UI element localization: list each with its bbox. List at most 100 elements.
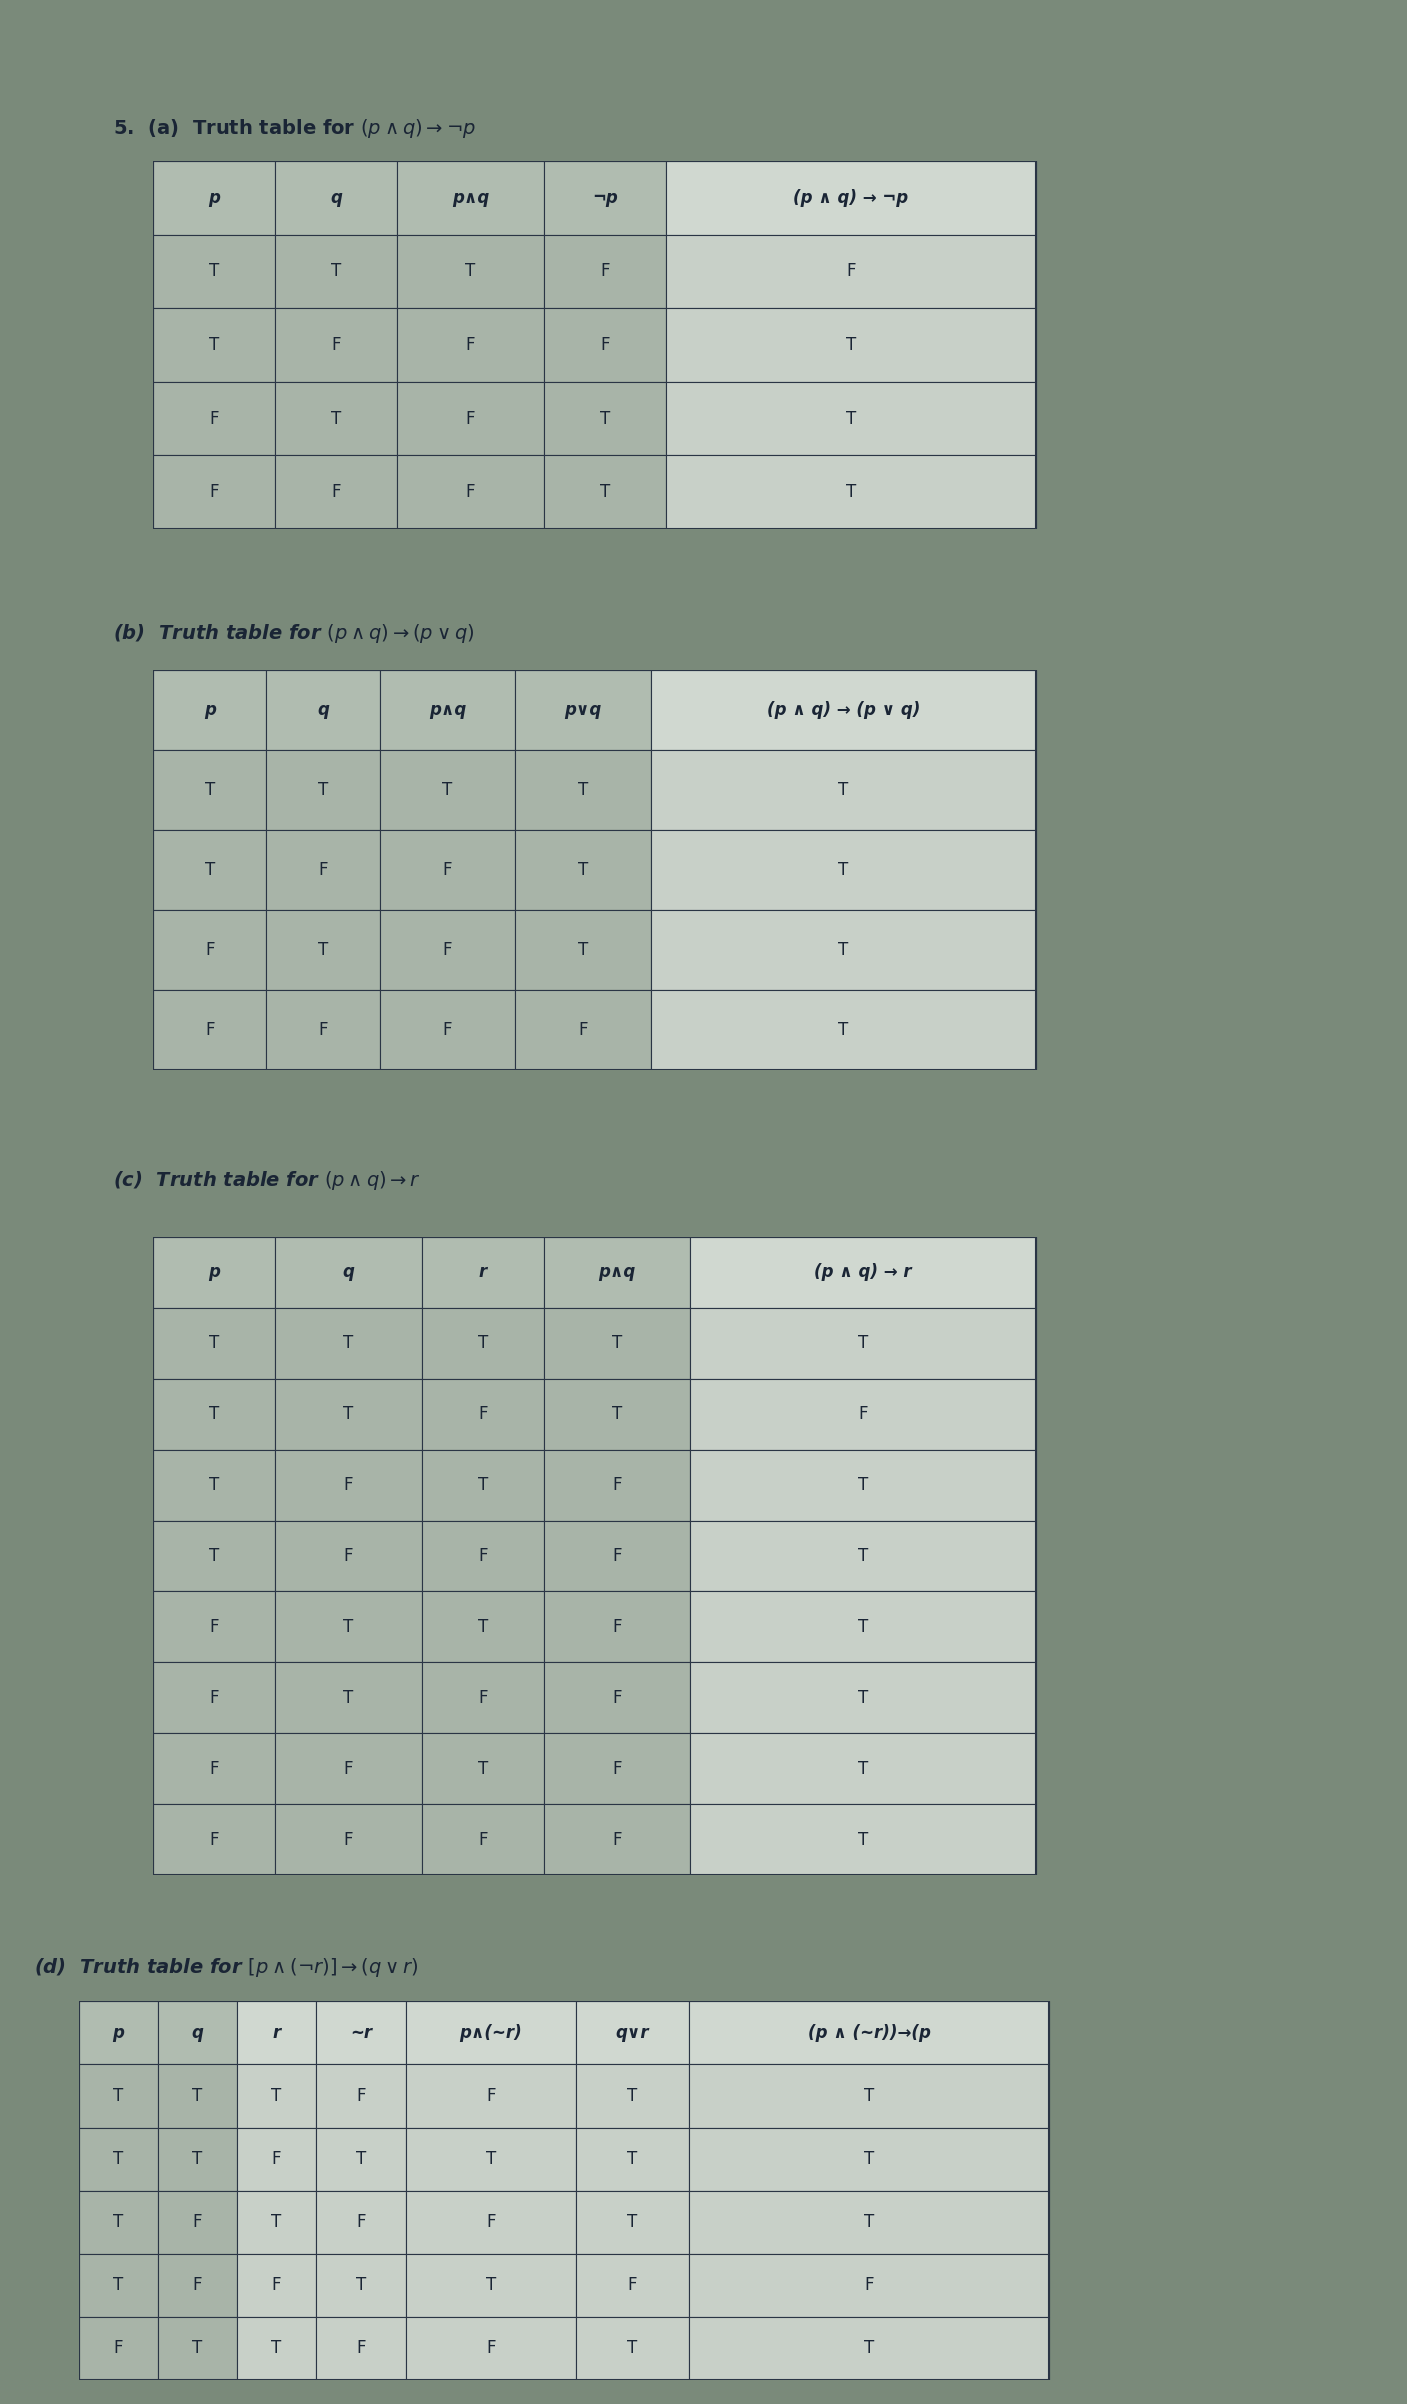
Bar xyxy=(153,1236,276,1308)
Text: T: T xyxy=(485,2277,497,2293)
Bar xyxy=(236,2065,317,2128)
Bar xyxy=(543,1450,689,1522)
Bar xyxy=(575,2317,689,2380)
Text: F: F xyxy=(478,1832,487,1849)
Text: T: T xyxy=(858,1334,868,1351)
Text: F: F xyxy=(318,1022,328,1039)
Text: T: T xyxy=(864,2087,874,2106)
Bar xyxy=(689,1450,1036,1522)
Text: T: T xyxy=(477,1760,488,1777)
Text: F: F xyxy=(272,2277,281,2293)
Text: T: T xyxy=(272,2087,281,2106)
Text: F: F xyxy=(858,1406,868,1423)
Bar xyxy=(276,308,397,382)
Bar xyxy=(651,750,1036,829)
Bar xyxy=(422,1522,543,1591)
Bar xyxy=(689,1377,1036,1450)
Bar xyxy=(689,2317,1050,2380)
Bar xyxy=(276,454,397,529)
Text: F: F xyxy=(578,1022,588,1039)
Bar xyxy=(236,2255,317,2317)
Bar xyxy=(276,1803,422,1875)
Bar xyxy=(651,990,1036,1070)
Bar xyxy=(153,454,276,529)
Bar xyxy=(158,2000,236,2065)
Text: T: T xyxy=(343,1690,353,1707)
Text: F: F xyxy=(210,1760,219,1777)
Bar xyxy=(276,1733,422,1803)
Bar xyxy=(236,2317,317,2380)
Bar xyxy=(276,1591,422,1664)
Bar xyxy=(543,236,666,308)
Bar xyxy=(689,1236,1036,1308)
Bar xyxy=(422,1308,543,1377)
Bar xyxy=(689,1733,1036,1803)
Text: F: F xyxy=(487,2087,495,2106)
Bar xyxy=(515,990,651,1070)
Bar xyxy=(689,1664,1036,1733)
Text: T: T xyxy=(272,2214,281,2231)
Bar xyxy=(153,1733,276,1803)
Text: (p ∧ q) → (p ∨ q): (p ∧ q) → (p ∨ q) xyxy=(767,700,920,719)
Bar xyxy=(317,2065,407,2128)
Text: T: T xyxy=(113,2087,124,2106)
Text: F: F xyxy=(846,262,855,281)
Text: T: T xyxy=(477,1334,488,1351)
Bar xyxy=(153,1591,276,1664)
Bar xyxy=(689,1591,1036,1664)
Bar xyxy=(153,382,276,454)
Bar xyxy=(575,2065,689,2128)
Text: T: T xyxy=(485,2149,497,2168)
Text: T: T xyxy=(193,2087,203,2106)
Text: (p ∧ q) → ¬p: (p ∧ q) → ¬p xyxy=(794,190,909,207)
Text: (p ∧ (~r))→(p: (p ∧ (~r))→(p xyxy=(808,2024,930,2041)
Bar xyxy=(515,668,651,750)
Bar xyxy=(689,2255,1050,2317)
Text: p: p xyxy=(208,190,221,207)
Text: T: T xyxy=(858,1832,868,1849)
Text: T: T xyxy=(612,1406,622,1423)
Bar xyxy=(266,668,380,750)
Text: T: T xyxy=(466,262,476,281)
Bar xyxy=(158,2317,236,2380)
Bar xyxy=(422,1591,543,1664)
Text: T: T xyxy=(210,1406,219,1423)
Text: r: r xyxy=(272,2024,280,2041)
Bar xyxy=(397,382,543,454)
Text: p: p xyxy=(204,700,215,719)
Text: T: T xyxy=(343,1334,353,1351)
Text: T: T xyxy=(210,1334,219,1351)
Text: T: T xyxy=(839,1022,848,1039)
Bar xyxy=(689,2000,1050,2065)
Bar xyxy=(317,2000,407,2065)
Bar xyxy=(422,1733,543,1803)
Bar xyxy=(515,829,651,909)
Bar xyxy=(689,2065,1050,2128)
Text: T: T xyxy=(193,2339,203,2358)
Bar xyxy=(276,1236,422,1308)
Text: F: F xyxy=(466,337,476,353)
Bar xyxy=(422,1664,543,1733)
Text: T: T xyxy=(839,940,848,959)
Bar xyxy=(515,909,651,990)
Text: F: F xyxy=(487,2214,495,2231)
Text: F: F xyxy=(205,940,215,959)
Bar xyxy=(236,2190,317,2255)
Bar xyxy=(397,308,543,382)
Text: T: T xyxy=(846,409,855,428)
Text: F: F xyxy=(210,1618,219,1635)
Text: T: T xyxy=(272,2339,281,2358)
Bar xyxy=(380,829,515,909)
Bar xyxy=(422,1450,543,1522)
Text: T: T xyxy=(343,1618,353,1635)
Bar xyxy=(380,990,515,1070)
Bar xyxy=(317,2317,407,2380)
Text: T: T xyxy=(318,781,328,798)
Text: p∧(~r): p∧(~r) xyxy=(460,2024,522,2041)
Bar xyxy=(651,909,1036,990)
Text: q: q xyxy=(191,2024,203,2041)
Bar xyxy=(79,2128,158,2190)
Bar xyxy=(543,1522,689,1591)
Text: q: q xyxy=(317,700,329,719)
Text: F: F xyxy=(343,1760,353,1777)
